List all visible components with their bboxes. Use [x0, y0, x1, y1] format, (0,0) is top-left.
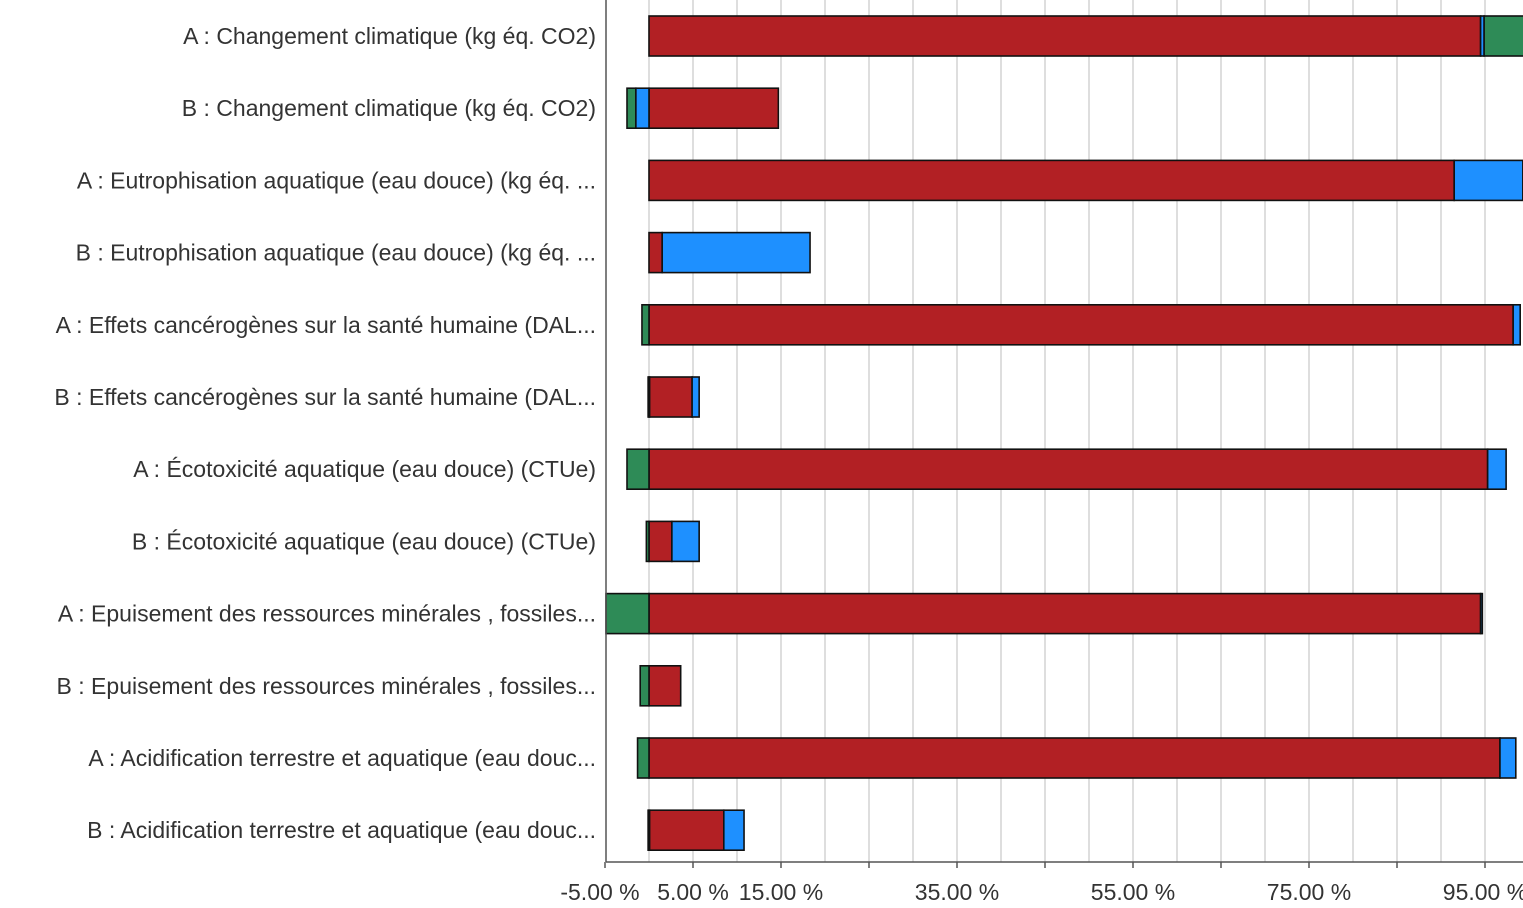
category-label: B : Acidification terrestre et aquatique…	[87, 817, 596, 843]
x-tick-labels: -5.00 % 5.00 % 15.00 % 35.00 % 55.00 % 75.00 …	[560, 879, 1523, 905]
x-tick-label: -5.00 %	[560, 879, 639, 905]
category-label: A : Changement climatique (kg éq. CO2)	[183, 23, 596, 49]
bar-segment-blue	[1512, 303, 1522, 346]
bar-segment-red	[648, 664, 682, 707]
bar-segment-blue	[1486, 448, 1507, 491]
bar-segment-green	[647, 376, 651, 418]
bar-segment-red	[648, 592, 1482, 635]
grid-lines	[648, 0, 1486, 862]
bar-segment-red	[648, 159, 1456, 202]
category-label: B : Effets cancérogènes sur la santé hum…	[54, 384, 596, 410]
bar-segment-blue	[671, 520, 700, 563]
x-tick-label: 75.00 %	[1267, 879, 1351, 905]
bar-segment-blue	[634, 87, 650, 129]
category-label: A : Acidification terrestre et aquatique…	[88, 745, 596, 771]
bar-segment-blue	[661, 231, 811, 274]
bar-segment-green	[645, 520, 650, 563]
category-label: A : Eutrophisation aquatique (eau douce)…	[77, 167, 596, 193]
x-tick-label: 35.00 %	[915, 879, 999, 905]
bar-segment-red	[648, 520, 673, 563]
category-label: A : Epuisement des ressources minérales …	[58, 601, 596, 627]
category-labels: A : Changement climatique (kg éq. CO2) B …	[54, 23, 596, 843]
bar-segment-green	[1483, 15, 1523, 57]
bar-segment-green	[641, 303, 650, 346]
x-tick-label: 55.00 %	[1091, 879, 1175, 905]
category-label: B : Eutrophisation aquatique (eau douce)…	[76, 240, 596, 266]
x-axis	[604, 0, 1523, 868]
bar-segment-red	[648, 737, 1501, 779]
bar-segment-green	[639, 664, 650, 707]
bar-segment-blue	[1453, 159, 1523, 202]
bar-segment-green	[636, 737, 650, 779]
bars	[605, 15, 1523, 852]
x-tick-label: 15.00 %	[739, 879, 823, 905]
category-label: A : Écotoxicité aquatique (eau douce) (C…	[133, 456, 596, 482]
bar-segment-red	[648, 15, 1482, 57]
bar-segment-red	[648, 231, 663, 274]
bar-segment-green	[605, 592, 650, 635]
bar-segment-green	[626, 448, 650, 491]
category-label: B : Epuisement des ressources minérales …	[57, 673, 596, 699]
category-label: B : Écotoxicité aquatique (eau douce) (C…	[132, 528, 596, 554]
bar-segment-blue	[691, 376, 700, 418]
bar-segment-red	[648, 87, 780, 129]
bar-segment-blue	[722, 809, 745, 852]
bar-segment-red	[648, 809, 725, 852]
bar-segment-green	[647, 809, 651, 852]
bar-segment-green	[626, 87, 637, 129]
bar-segment-red	[648, 303, 1514, 346]
x-tick-label: 5.00 %	[657, 879, 729, 905]
category-label: B : Changement climatique (kg éq. CO2)	[182, 95, 596, 121]
bar-segment-blue	[1479, 592, 1484, 635]
x-tick-label: 95.00 %	[1443, 879, 1523, 905]
bar-segment-red	[648, 448, 1489, 491]
bar-segment-red	[648, 376, 693, 418]
category-label: A : Effets cancérogènes sur la santé hum…	[56, 312, 596, 338]
bar-segment-blue	[1499, 737, 1517, 779]
